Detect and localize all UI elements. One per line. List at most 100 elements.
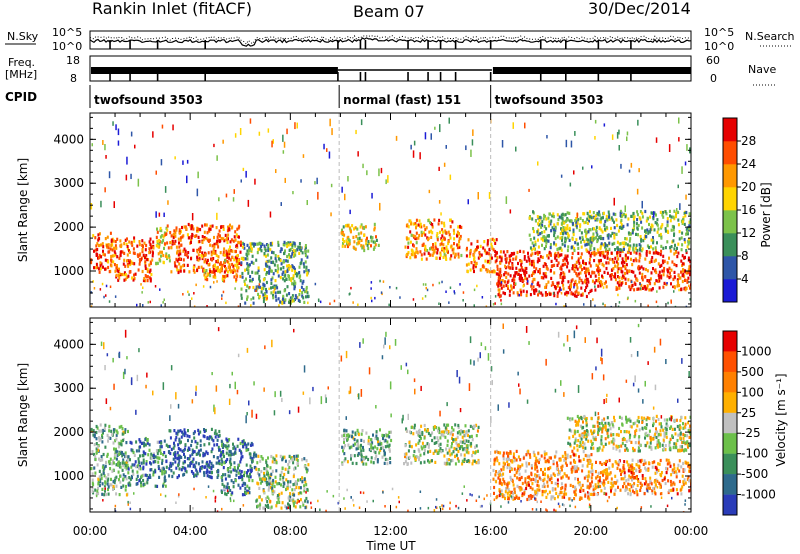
station-title: Rankin Inlet (fitACF) xyxy=(92,0,252,18)
velocity-ytick-label-4000: 4000 xyxy=(53,337,84,351)
velocity-colorbar-swatch-6 xyxy=(723,453,737,475)
power-region-8 xyxy=(465,237,498,274)
velocity-region-9 xyxy=(566,414,691,453)
velocity-colorbar-swatch-2 xyxy=(723,371,737,393)
velocity-y-axis-label: Slant Range [km] xyxy=(16,363,30,467)
noise-tick-high: 10^5 xyxy=(52,26,82,39)
power-region-1 xyxy=(115,236,155,283)
velocity-colorbar-tick-label-0: 1000 xyxy=(741,344,772,358)
velocity-region-3 xyxy=(220,437,258,497)
power-colorbar-swatch-6 xyxy=(723,141,737,165)
cpid-panel: CPID twofsound 3503 normal (fast) 151 twof… xyxy=(5,85,604,108)
power-region-10 xyxy=(590,249,691,292)
power-region-5 xyxy=(240,240,310,305)
velocity-ytick-label-3000: 3000 xyxy=(53,381,84,395)
power-colorbar-swatch-0 xyxy=(723,279,737,303)
power-colorbar-tick-label-4: 20 xyxy=(741,180,756,194)
power-colorbar-tick-label-6: 28 xyxy=(741,134,756,148)
velocity-region-1 xyxy=(127,436,167,488)
time-tick-label-6: 00:00 xyxy=(674,524,709,538)
power-colorbar-swatch-2 xyxy=(723,233,737,257)
velocity-ytick-label-2000: 2000 xyxy=(53,425,84,439)
beam-title: Beam 07 xyxy=(353,2,425,21)
velocity-colorbar-swatch-5 xyxy=(723,433,737,454)
velocity-colorbar-tick-label-4: -25 xyxy=(741,426,761,440)
noise-sky-label: N.Sky xyxy=(7,30,39,43)
velocity-colorbar-tick-label-5: -100 xyxy=(741,447,768,461)
freq-tick-high: 18 xyxy=(66,54,80,67)
power-region-4 xyxy=(203,258,242,283)
velocity-region-4 xyxy=(255,454,310,510)
power-y-axis-label: Slant Range [km] xyxy=(16,158,30,262)
power-region-7 xyxy=(404,218,463,261)
power-region-9 xyxy=(495,249,593,299)
velocity-colorbar-tick-label-2: 100 xyxy=(741,385,764,399)
power-colorbar-swatch-3 xyxy=(723,210,737,234)
power-ytick-label-2000: 2000 xyxy=(53,220,84,234)
velocity-colorbar-swatch-7 xyxy=(723,474,737,495)
noise-trace xyxy=(89,37,692,47)
noise-right-tick-low: 10^0 xyxy=(704,40,734,53)
power-panel: 1000 2000 3000 4000 Slant Range [km] xyxy=(16,112,692,308)
time-axis-label: Time UT xyxy=(365,539,416,553)
velocity-colorbar-swatch-8 xyxy=(723,494,737,516)
velocity-region-5 xyxy=(341,428,393,466)
velocity-colorbar-frame xyxy=(722,330,738,516)
velocity-region-7 xyxy=(492,449,593,502)
cpid-segment-1: normal (fast) 151 xyxy=(343,93,461,107)
velocity-colorbar-swatch-4 xyxy=(723,412,737,434)
power-ytick-label-4000: 4000 xyxy=(53,132,84,146)
time-tick-label-4: 16:00 xyxy=(473,524,508,538)
power-colorbar-label: Power [dB] xyxy=(759,182,773,247)
nave-label: Nave xyxy=(748,63,776,76)
noise-tick-low: 10^0 xyxy=(52,40,82,53)
velocity-colorbar: 1000 500 100 25 -25 -100 -500 -1000 xyxy=(722,330,776,516)
freq-band-1 xyxy=(492,67,691,74)
velocity-colorbar-tick-label-6: -500 xyxy=(741,467,768,481)
power-colorbar: 4 8 12 16 20 24 28 xyxy=(722,117,756,303)
cpid-label: CPID xyxy=(5,90,37,104)
cpid-segment-2: twofsound 3503 xyxy=(495,93,604,107)
power-colorbar-tick-label-3: 16 xyxy=(741,203,756,217)
power-colorbar-swatch-1 xyxy=(723,256,737,280)
time-tick-label-1: 04:00 xyxy=(173,524,208,538)
time-tick-label-2: 08:00 xyxy=(273,524,308,538)
velocity-region-2 xyxy=(165,427,223,480)
power-colorbar-tick-label-5: 24 xyxy=(741,157,756,171)
freq-label: Freq. xyxy=(8,56,35,69)
velocity-colorbar-tick-label-7: -1000 xyxy=(741,488,776,502)
power-ytick-label-3000: 3000 xyxy=(53,176,84,190)
power-colorbar-swatch-7 xyxy=(723,118,737,142)
power-colorbar-tick-label-0: 4 xyxy=(741,272,749,286)
velocity-colorbar-swatch-3 xyxy=(723,392,737,413)
time-tick-label-5: 20:00 xyxy=(574,524,609,538)
velocity-region-0 xyxy=(90,423,130,497)
noise-panel: N.Sky 10^5 10^0 N.Search 10^5 10^0 xyxy=(5,26,795,53)
velocity-ytick-label-1000: 1000 xyxy=(53,469,84,483)
velocity-panel: 1000 2000 3000 4000 Slant Range [km] xyxy=(16,317,692,513)
velocity-speckles xyxy=(95,323,691,512)
cpid-segment-0: twofsound 3503 xyxy=(94,93,203,107)
power-region-2 xyxy=(155,224,172,266)
power-colorbar-swatch-4 xyxy=(723,187,737,211)
freq-tick-low: 8 xyxy=(70,72,77,85)
frequency-panel: Freq. [MHz] 18 8 Nave 60 0 xyxy=(5,40,776,86)
noise-right-tick-high: 10^5 xyxy=(704,26,734,39)
velocity-colorbar-tick-label-1: 500 xyxy=(741,365,764,379)
power-region-11 xyxy=(528,209,691,253)
power-colorbar-tick-label-1: 8 xyxy=(741,249,749,263)
power-colorbar-swatch-5 xyxy=(723,164,737,188)
frequency-trace xyxy=(90,40,691,82)
time-tick-label-3: 12:00 xyxy=(373,524,408,538)
velocity-colorbar-swatch-1 xyxy=(723,351,737,373)
power-speckles xyxy=(90,117,691,307)
velocity-colorbar-swatch-0 xyxy=(723,331,737,352)
time-tick-label-0: 00:00 xyxy=(73,524,108,538)
power-region-6 xyxy=(340,222,380,253)
nave-tick-high: 60 xyxy=(706,54,720,67)
velocity-region-6 xyxy=(403,423,480,466)
freq-band-0 xyxy=(91,67,338,74)
velocity-colorbar-tick-label-3: 25 xyxy=(741,406,756,420)
freq-unit: [MHz] xyxy=(5,68,37,81)
